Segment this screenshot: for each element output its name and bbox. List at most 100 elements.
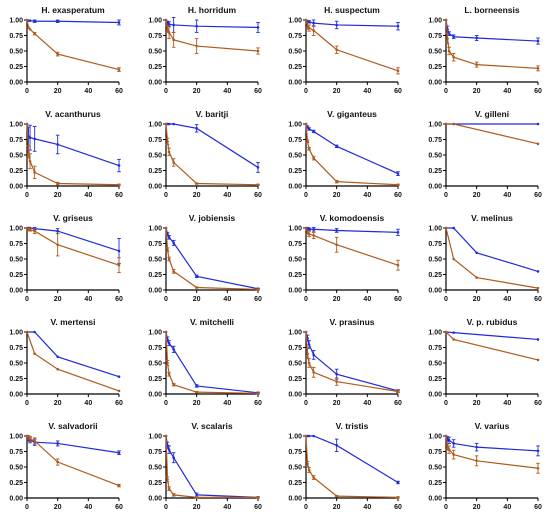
- data-point: [172, 241, 175, 245]
- data-point: [117, 183, 121, 187]
- y-tick-label: 1.00: [9, 226, 23, 233]
- series-line: [165, 19, 259, 52]
- data-point: [172, 23, 175, 27]
- x-tick-label: 0: [164, 400, 168, 407]
- data-point: [167, 372, 171, 376]
- series-1: [444, 330, 540, 341]
- panel-title: V. jobiensis: [189, 213, 236, 223]
- x-tick-label: 20: [333, 504, 341, 511]
- x-tick-label: 0: [164, 192, 168, 199]
- data-point: [33, 352, 36, 356]
- y-tick-label: 0.50: [428, 153, 442, 160]
- x-tick-label: 40: [223, 88, 231, 95]
- x-tick-label: 0: [25, 504, 29, 511]
- series-1: [304, 226, 400, 236]
- x-tick-label: 40: [363, 192, 371, 199]
- series-2: [164, 226, 260, 291]
- series-2: [304, 226, 400, 271]
- x-tick-label: 40: [223, 296, 231, 303]
- x-tick-label: 0: [25, 296, 29, 303]
- data-point: [256, 288, 260, 291]
- y-tick-label: 0.00: [9, 184, 23, 191]
- data-point: [256, 496, 260, 499]
- data-point: [307, 361, 311, 365]
- data-point: [475, 276, 478, 279]
- y-tick-label: 0.75: [148, 33, 162, 40]
- x-tick-label: 0: [444, 192, 448, 199]
- data-point: [304, 330, 308, 334]
- series-2: [25, 18, 121, 72]
- data-point: [396, 183, 400, 187]
- x-tick-label: 40: [84, 400, 92, 407]
- data-point: [33, 229, 36, 233]
- panel-title: V. p. rubidus: [467, 317, 518, 327]
- panel-20: V. varius 0.00 0.25 0.50 0.75 1.00 0 20 40 60: [428, 421, 542, 511]
- panel-title: V. griseus: [53, 213, 93, 223]
- y-tick-label: 0.25: [288, 64, 302, 71]
- series-1: [164, 330, 260, 395]
- data-point: [396, 496, 400, 499]
- data-point: [444, 122, 448, 126]
- data-point: [164, 226, 168, 230]
- data-point: [312, 227, 315, 231]
- x-tick-label: 40: [363, 504, 371, 511]
- panel-18: V. scalaris 0.00 0.25 0.50 0.75 1.00 0 20 40 60: [148, 421, 262, 511]
- data-point: [446, 37, 449, 40]
- y-tick-label: 0.00: [148, 288, 162, 295]
- series-1: [304, 122, 400, 176]
- data-point: [452, 35, 455, 39]
- data-point: [536, 270, 540, 273]
- panel-3: H. suspectum 0.00 0.25 0.50 0.75 1.00 0 20 40 60: [288, 5, 402, 95]
- panel-13: V. mertensi 0.00 0.25 0.50 0.75 1.00 0 20 40 60: [9, 317, 123, 407]
- data-point: [536, 358, 540, 362]
- panel-14: V. mitchelli 0.00 0.25 0.50 0.75 1.00 0 20 40 60: [148, 317, 262, 407]
- y-tick-label: 0.50: [9, 361, 23, 368]
- y-tick-label: 0.25: [428, 376, 442, 383]
- x-tick-label: 20: [473, 296, 481, 303]
- data-point: [28, 437, 32, 441]
- x-tick-label: 20: [193, 88, 201, 95]
- data-point: [25, 18, 29, 22]
- data-point: [396, 263, 400, 267]
- y-tick-label: 0.00: [288, 496, 302, 503]
- y-tick-label: 0.50: [428, 257, 442, 264]
- series-line: [305, 19, 399, 27]
- data-point: [396, 390, 400, 393]
- data-point: [256, 26, 260, 29]
- data-point: [475, 445, 478, 449]
- data-point: [307, 127, 311, 131]
- x-tick-label: 40: [84, 192, 92, 199]
- x-tick-label: 60: [254, 88, 262, 95]
- data-point: [56, 442, 59, 445]
- series-2: [164, 434, 260, 499]
- data-point: [306, 24, 309, 28]
- x-tick-label: 0: [304, 296, 308, 303]
- y-tick-label: 0.75: [288, 33, 302, 40]
- data-point: [166, 28, 169, 31]
- y-tick-label: 1.00: [428, 434, 442, 441]
- data-point: [312, 21, 315, 25]
- data-point: [335, 243, 338, 247]
- y-tick-label: 0.00: [9, 288, 23, 295]
- y-tick-label: 0.50: [288, 49, 302, 56]
- data-point: [172, 270, 175, 273]
- series-line: [27, 331, 120, 378]
- x-tick-label: 40: [223, 400, 231, 407]
- panel-12: V. melinus 0.00 0.25 0.50 0.75 1.00 0 20 40 60: [428, 213, 542, 303]
- data-point: [335, 48, 338, 52]
- data-point: [33, 171, 36, 174]
- data-point: [312, 130, 315, 133]
- data-point: [56, 182, 59, 185]
- y-tick-label: 0.00: [9, 496, 23, 503]
- data-point: [56, 52, 59, 56]
- series-line: [305, 331, 399, 393]
- y-tick-label: 1.00: [288, 434, 302, 441]
- y-tick-label: 1.00: [148, 18, 162, 25]
- y-tick-label: 1.00: [9, 434, 23, 441]
- data-point: [475, 459, 478, 463]
- x-tick-label: 40: [223, 504, 231, 511]
- panel-title: V. scalaris: [191, 421, 233, 431]
- panel-title: V. gilleni: [475, 109, 509, 119]
- data-point: [25, 330, 29, 334]
- series-line: [26, 123, 120, 186]
